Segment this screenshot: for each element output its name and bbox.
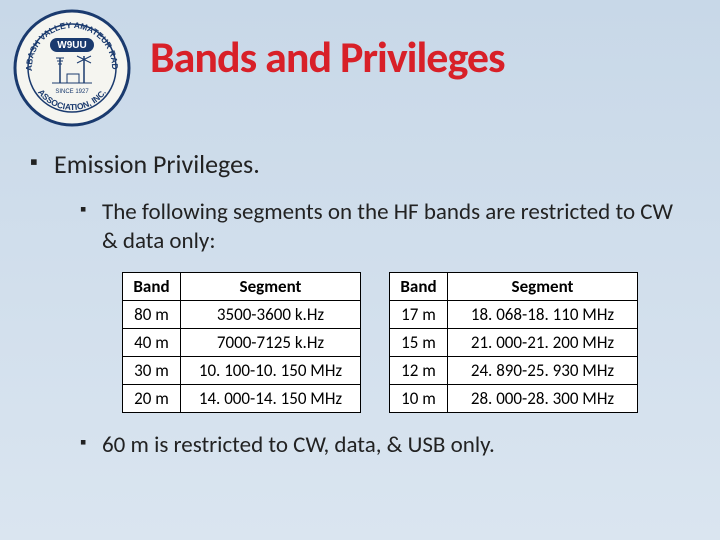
- table-row: 40 m7000-7125 k.Hz: [123, 328, 361, 356]
- col-segment: Segment: [181, 272, 361, 300]
- table-row: 80 m3500-3600 k.Hz: [123, 300, 361, 328]
- table-cell: 21. 000-21. 200 MHz: [448, 328, 638, 356]
- table-cell: 18. 068-18. 110 MHz: [448, 300, 638, 328]
- col-segment: Segment: [448, 272, 638, 300]
- table-row: 15 m21. 000-21. 200 MHz: [390, 328, 638, 356]
- table-cell: 40 m: [123, 328, 181, 356]
- col-band: Band: [390, 272, 448, 300]
- table-cell: 10. 100-10. 150 MHz: [181, 356, 361, 384]
- table-row: 12 m24. 890-25. 930 MHz: [390, 356, 638, 384]
- band-table-right: BandSegment17 m18. 068-18. 110 MHz15 m21…: [389, 272, 638, 413]
- table-cell: 30 m: [123, 356, 181, 384]
- table-cell: 10 m: [390, 384, 448, 412]
- table-cell: 28. 000-28. 300 MHz: [448, 384, 638, 412]
- sub-bullet: The following segments on the HF bands a…: [80, 198, 690, 256]
- band-table-left: BandSegment80 m3500-3600 k.Hz40 m7000-71…: [122, 272, 361, 413]
- table-cell: 24. 890-25. 930 MHz: [448, 356, 638, 384]
- table-row: 10 m28. 000-28. 300 MHz: [390, 384, 638, 412]
- slide-content: Emission Privileges. The following segme…: [30, 148, 690, 459]
- table-cell: 3500-3600 k.Hz: [181, 300, 361, 328]
- table-cell: 7000-7125 k.Hz: [181, 328, 361, 356]
- footnote-bullet: 60 m is restricted to CW, data, & USB on…: [80, 431, 690, 459]
- table-cell: 20 m: [123, 384, 181, 412]
- svg-text:SINCE 1927: SINCE 1927: [55, 89, 89, 95]
- col-band: Band: [123, 272, 181, 300]
- table-cell: 17 m: [390, 300, 448, 328]
- tables-container: BandSegment80 m3500-3600 k.Hz40 m7000-71…: [122, 272, 690, 413]
- club-logo: WABASH VALLEY AMATEUR RADIO ASSOCIATION,…: [12, 8, 132, 128]
- heading-bullet: Emission Privileges.: [30, 148, 690, 180]
- table-row: 20 m14. 000-14. 150 MHz: [123, 384, 361, 412]
- table-cell: 14. 000-14. 150 MHz: [181, 384, 361, 412]
- slide-title: Bands and Privileges: [150, 30, 700, 84]
- table-cell: 15 m: [390, 328, 448, 356]
- table-row: 30 m10. 100-10. 150 MHz: [123, 356, 361, 384]
- svg-text:W9UU: W9UU: [57, 40, 86, 51]
- table-cell: 80 m: [123, 300, 181, 328]
- table-row: 17 m18. 068-18. 110 MHz: [390, 300, 638, 328]
- table-cell: 12 m: [390, 356, 448, 384]
